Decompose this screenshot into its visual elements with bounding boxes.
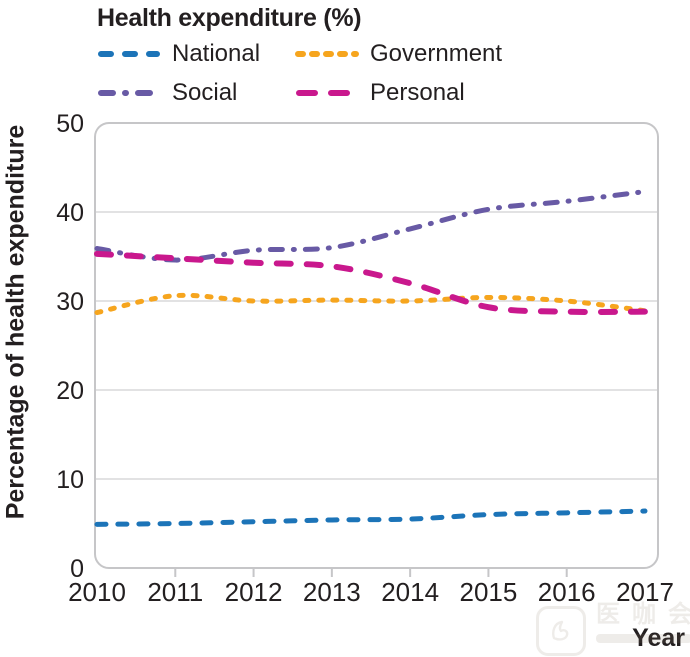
series-line-personal [94, 250, 648, 316]
legend-item-national: National [97, 39, 260, 69]
legend-item-personal: Personal [295, 78, 465, 108]
series-line-national [94, 508, 648, 527]
legend-label-national: National [172, 40, 261, 67]
series-line-social [94, 189, 648, 263]
y-tick-label-50: 50 [56, 110, 84, 138]
series-line-government [94, 292, 648, 316]
x-tick-label-2017: 2017 [616, 577, 674, 607]
x-tick-label-2012: 2012 [225, 577, 283, 607]
national-dashed-line-icon [98, 51, 160, 57]
personal-dashed-line-icon [296, 90, 358, 96]
legend-item-social: Social [97, 78, 237, 108]
x-tick-label-2010: 2010 [68, 577, 126, 607]
legend-label-personal: Personal [370, 79, 465, 106]
x-tick-label-2013: 2013 [303, 577, 361, 607]
y-tick-label-40: 40 [56, 199, 84, 227]
x-tick-label-2016: 2016 [538, 577, 596, 607]
y-tick-label-10: 10 [56, 466, 84, 494]
legend-label-government: Government [370, 40, 503, 67]
y-tick-label-30: 30 [56, 288, 84, 316]
x-tick-label-2014: 2014 [381, 577, 439, 607]
government-dashed-line-icon [295, 51, 359, 57]
x-tick-label-2011: 2011 [147, 577, 203, 607]
legend-item-government: Government [295, 39, 502, 69]
y-tick-label-20: 20 [56, 377, 84, 405]
social-dash-dot-line-icon [98, 90, 160, 96]
legend-label-social: Social [172, 79, 238, 106]
y-tick-label-0: 0 [70, 555, 84, 583]
plot-border [94, 122, 659, 569]
x-tick-label-2015: 2015 [460, 577, 518, 607]
x-axis-title: Year [632, 624, 685, 652]
chart-title: Health expenditure (%) [97, 4, 362, 32]
